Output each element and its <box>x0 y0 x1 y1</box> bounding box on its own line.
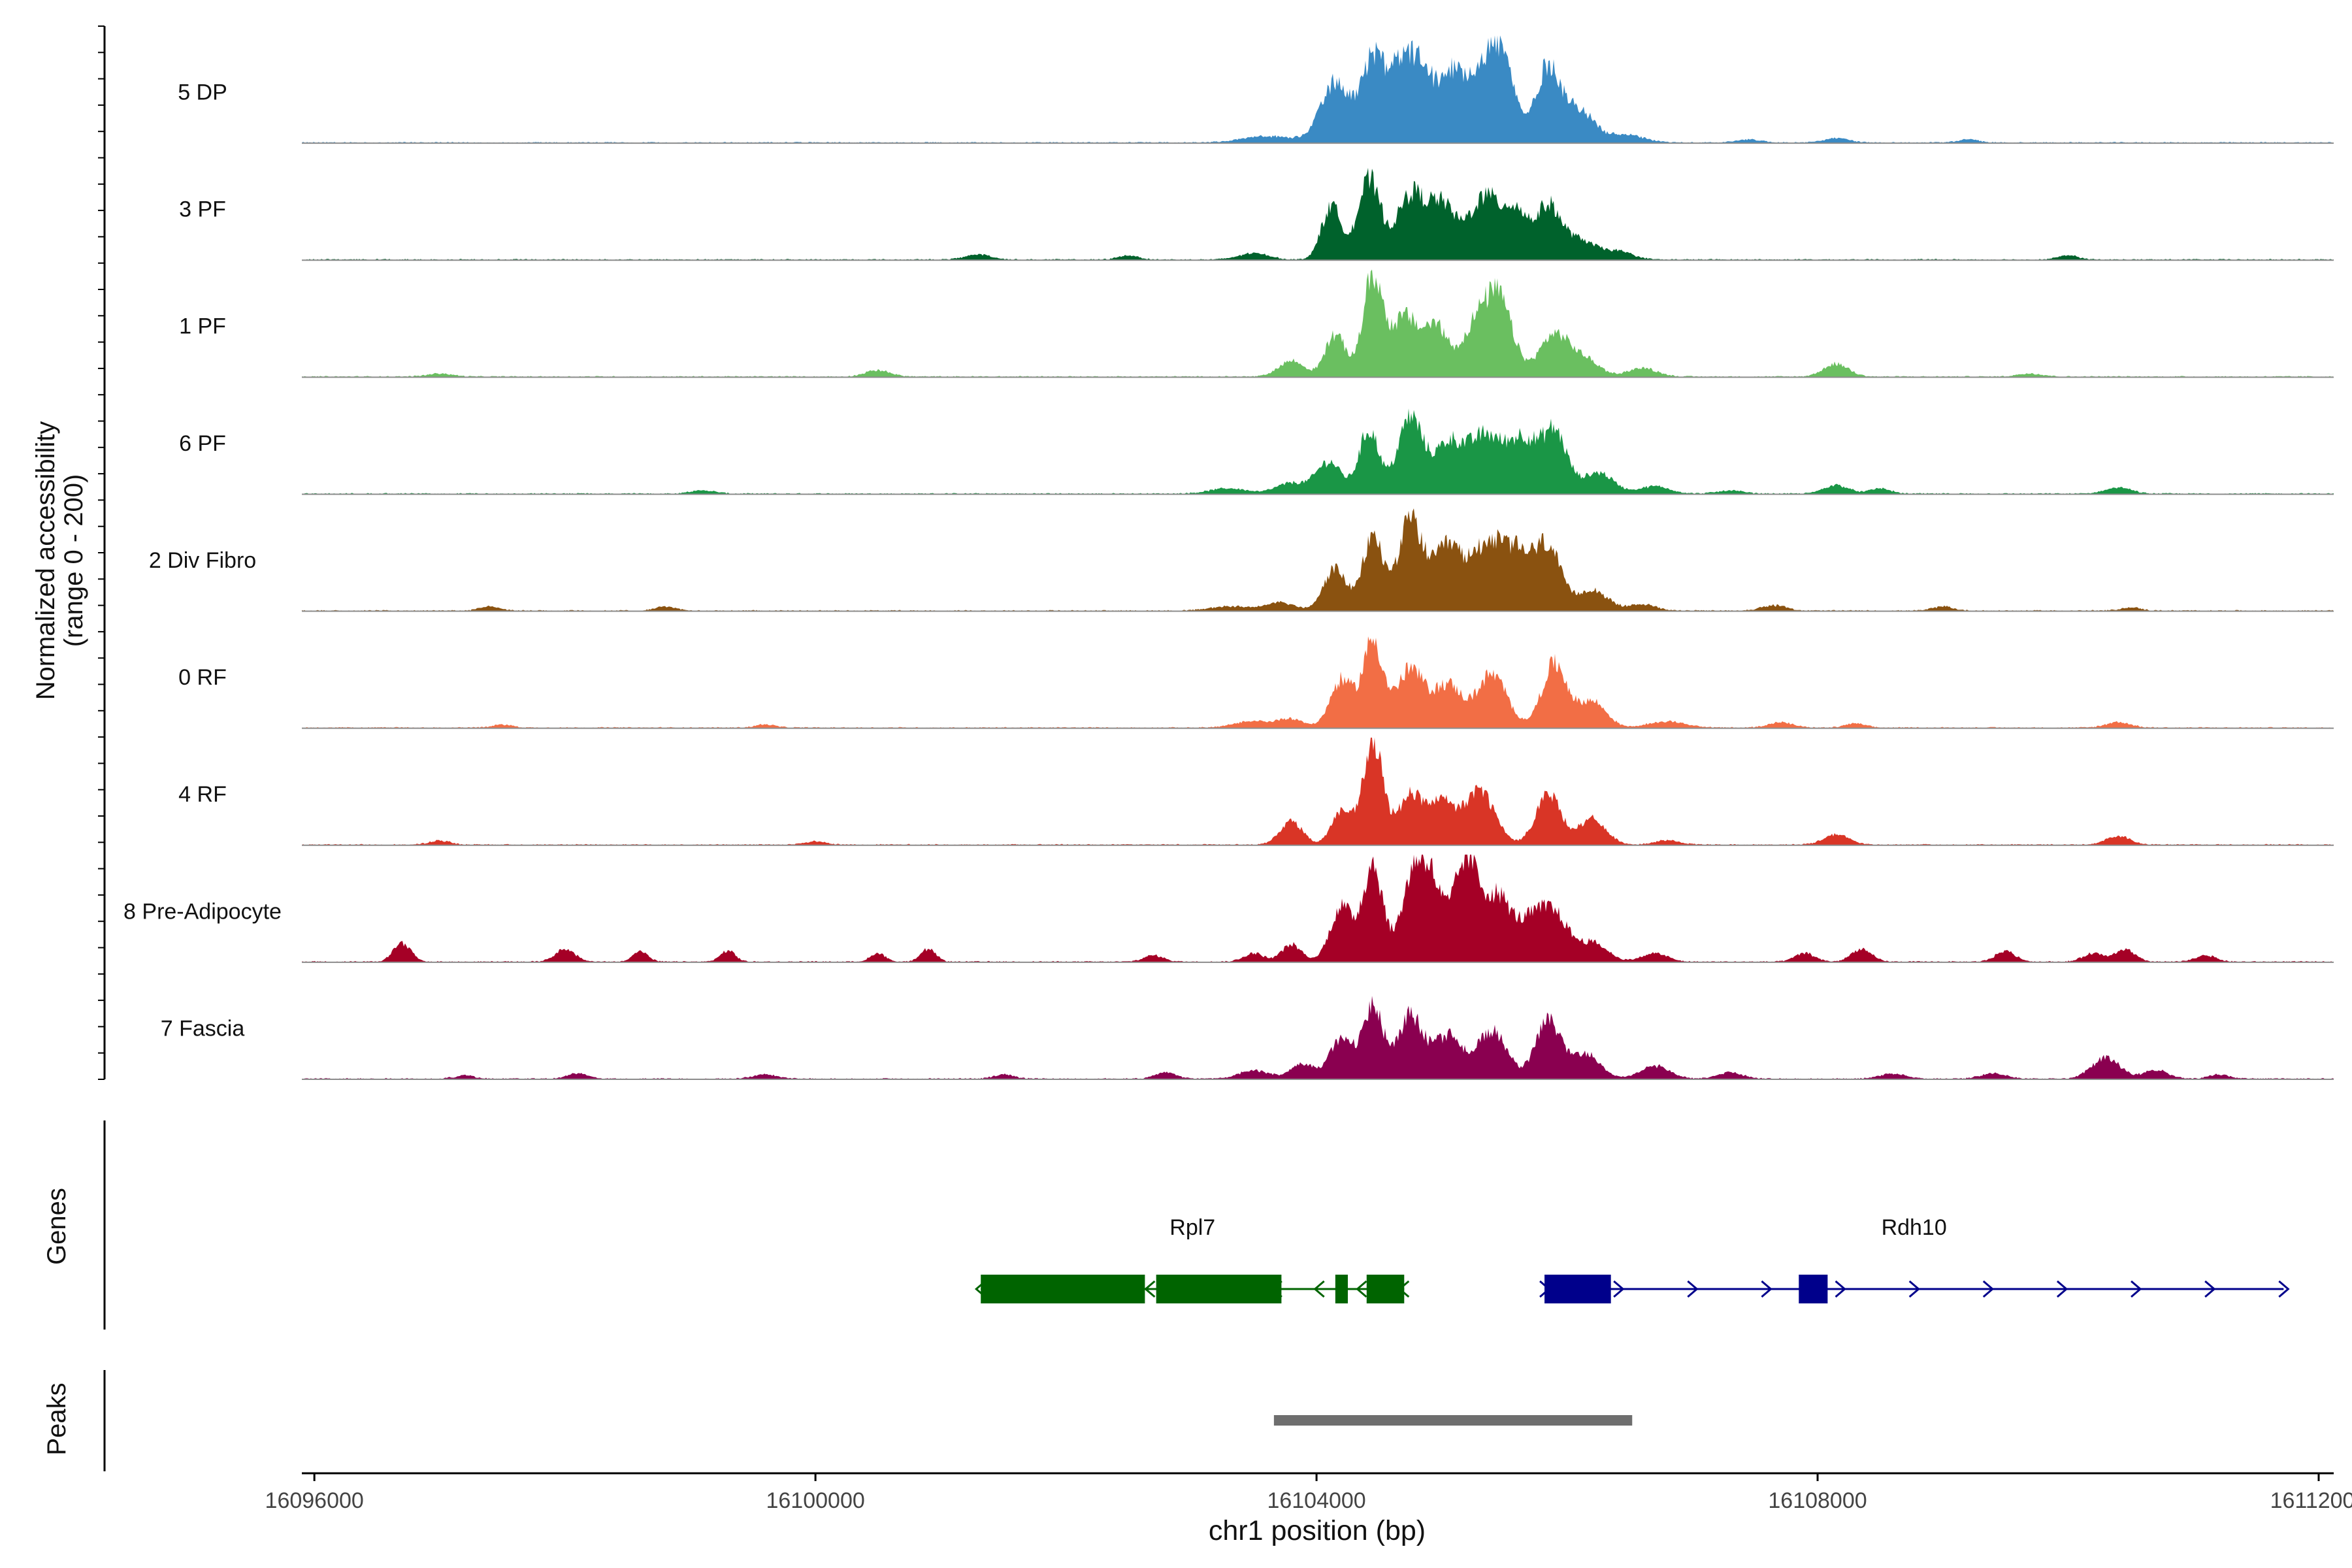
coverage-area <box>302 408 2334 495</box>
x-axis: 16096000 16100000 16104000 16108000 16112000 <box>265 1472 2352 1513</box>
accessibility-tracks: 5 DP 3 PF 1 PF 6 PF 2 Div Fibro 0 RF 4 RF 8 Pre… <box>123 35 2334 1080</box>
exon <box>1799 1275 1828 1303</box>
exon <box>1544 1275 1611 1303</box>
peaks-panel <box>1273 1415 1633 1426</box>
track-label: 6 PF <box>179 431 226 456</box>
strand-arrow <box>2056 1280 2068 1298</box>
track-8-pre-adipocyte: 8 Pre-Adipocyte <box>123 855 2334 963</box>
track-label: 7 Fascia <box>161 1016 245 1041</box>
x-tick-label: 16112000 <box>2270 1488 2352 1513</box>
exon <box>1366 1275 1405 1303</box>
x-tick-label: 16104000 <box>1267 1488 1365 1513</box>
track-1-pf: 1 PF <box>179 269 2334 378</box>
strand-arrow <box>1761 1280 1772 1298</box>
track-7-fascia: 7 Fascia <box>161 996 2334 1080</box>
gene-rdh10: Rdh10 <box>1539 1215 2290 1303</box>
gene-rpl7: Rpl7 <box>974 1215 1410 1303</box>
exon <box>1335 1275 1348 1303</box>
peaks-panel-title: Peaks <box>42 1382 71 1455</box>
y-axis <box>98 25 106 1471</box>
track-label: 2 Div Fibro <box>149 548 256 573</box>
track-label: 5 DP <box>178 80 227 105</box>
track-5-dp: 5 DP <box>178 35 2334 144</box>
gene-label: Rpl7 <box>1169 1215 1215 1240</box>
strand-arrow <box>1982 1280 1995 1298</box>
x-tick-label: 16100000 <box>766 1488 864 1513</box>
x-axis-title: chr1 position (bp) <box>1209 1515 1426 1546</box>
strand-arrow <box>1613 1280 1625 1298</box>
coverage-area <box>302 35 2334 144</box>
y-axis-title-line2: (range 0 - 200) <box>59 474 88 647</box>
strand-arrow <box>1144 1280 1156 1298</box>
track-6-pf: 6 PF <box>179 408 2334 495</box>
genes-panel-title: Genes <box>42 1188 71 1265</box>
strand-arrow <box>2204 1280 2216 1298</box>
strand-arrow <box>1687 1280 1699 1298</box>
strand-arrow <box>1835 1280 1846 1298</box>
strand-arrow <box>1356 1280 1367 1298</box>
track-label: 3 PF <box>179 197 226 222</box>
y-axis-title-line1: Normalized accessibility <box>31 421 60 700</box>
track-label: 4 RF <box>178 782 227 807</box>
strand-arrow <box>2278 1280 2290 1298</box>
coverage-area <box>302 855 2334 962</box>
gene-label: Rdh10 <box>1882 1215 1947 1240</box>
coverage-area <box>302 167 2334 261</box>
strand-arrow <box>1908 1280 1920 1298</box>
peak-region <box>1273 1415 1633 1426</box>
track-label: 0 RF <box>178 665 227 690</box>
track-3-pf: 3 PF <box>179 167 2334 261</box>
track-label: 1 PF <box>179 314 226 339</box>
x-tick-label: 16096000 <box>265 1488 364 1513</box>
track-2-div-fibro: 2 Div Fibro <box>149 508 2334 612</box>
track-label: 8 Pre-Adipocyte <box>123 899 282 924</box>
exon <box>981 1275 1145 1303</box>
strand-arrow <box>1313 1280 1325 1298</box>
track-4-rf: 4 RF <box>178 738 2334 846</box>
genes-panel: Rpl7 Rdh10 <box>974 1215 2290 1303</box>
x-tick-label: 16108000 <box>1768 1488 1867 1513</box>
strand-arrow <box>2131 1280 2142 1298</box>
exon <box>1156 1275 1282 1303</box>
track-0-rf: 0 RF <box>178 636 2334 729</box>
